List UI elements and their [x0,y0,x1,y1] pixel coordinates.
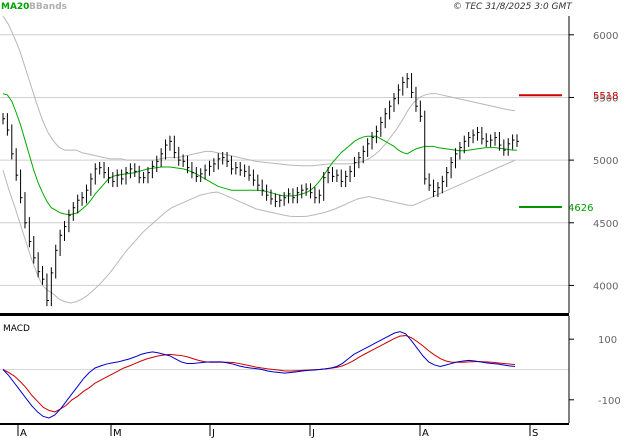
x-axis-bar [0,423,569,425]
month-label: S [532,428,538,439]
price-gridlines [0,34,569,286]
ma20-line [2,93,517,216]
macd-signal-line [2,335,516,413]
price-tick-label: 5000 [593,156,618,167]
price-tick-label: 4000 [593,281,618,292]
macd-title: MACD [3,324,30,334]
macd-tick-label: 100 [598,335,617,346]
month-label: A [422,428,429,439]
resistance-label: 5518 [593,91,618,102]
bollinger-bands [2,15,516,304]
ma20-polyline [2,93,517,216]
bb-lower-line [2,159,516,304]
panel-separator [0,313,569,316]
macd-lines [2,331,516,419]
month-label: J [311,428,315,439]
month-label: M [113,428,122,439]
month-label: J [211,428,215,439]
price-tick-label: 6000 [593,31,618,42]
price-axis-ticks: 4000 4500 5000 5500 6000 [569,31,618,292]
support-resistance-levels: 5518 4626 [519,91,618,214]
bb-upper-line [2,15,516,167]
copyright-text: © TEC 31/8/2025 3:0 GMT [453,2,573,12]
support-label: 4626 [568,203,593,214]
legend-bbands: BBands [29,2,67,12]
price-tick-label: 4500 [593,219,618,230]
price-tick-label: 5500 [593,93,618,104]
legend-ma20: MA20 [1,2,29,12]
macd-axis-ticks: 100 -100 [569,335,621,407]
macd-tick-label: -100 [598,396,621,407]
price-bars [2,73,519,307]
month-label: A [20,428,27,439]
macd-line [2,331,516,419]
